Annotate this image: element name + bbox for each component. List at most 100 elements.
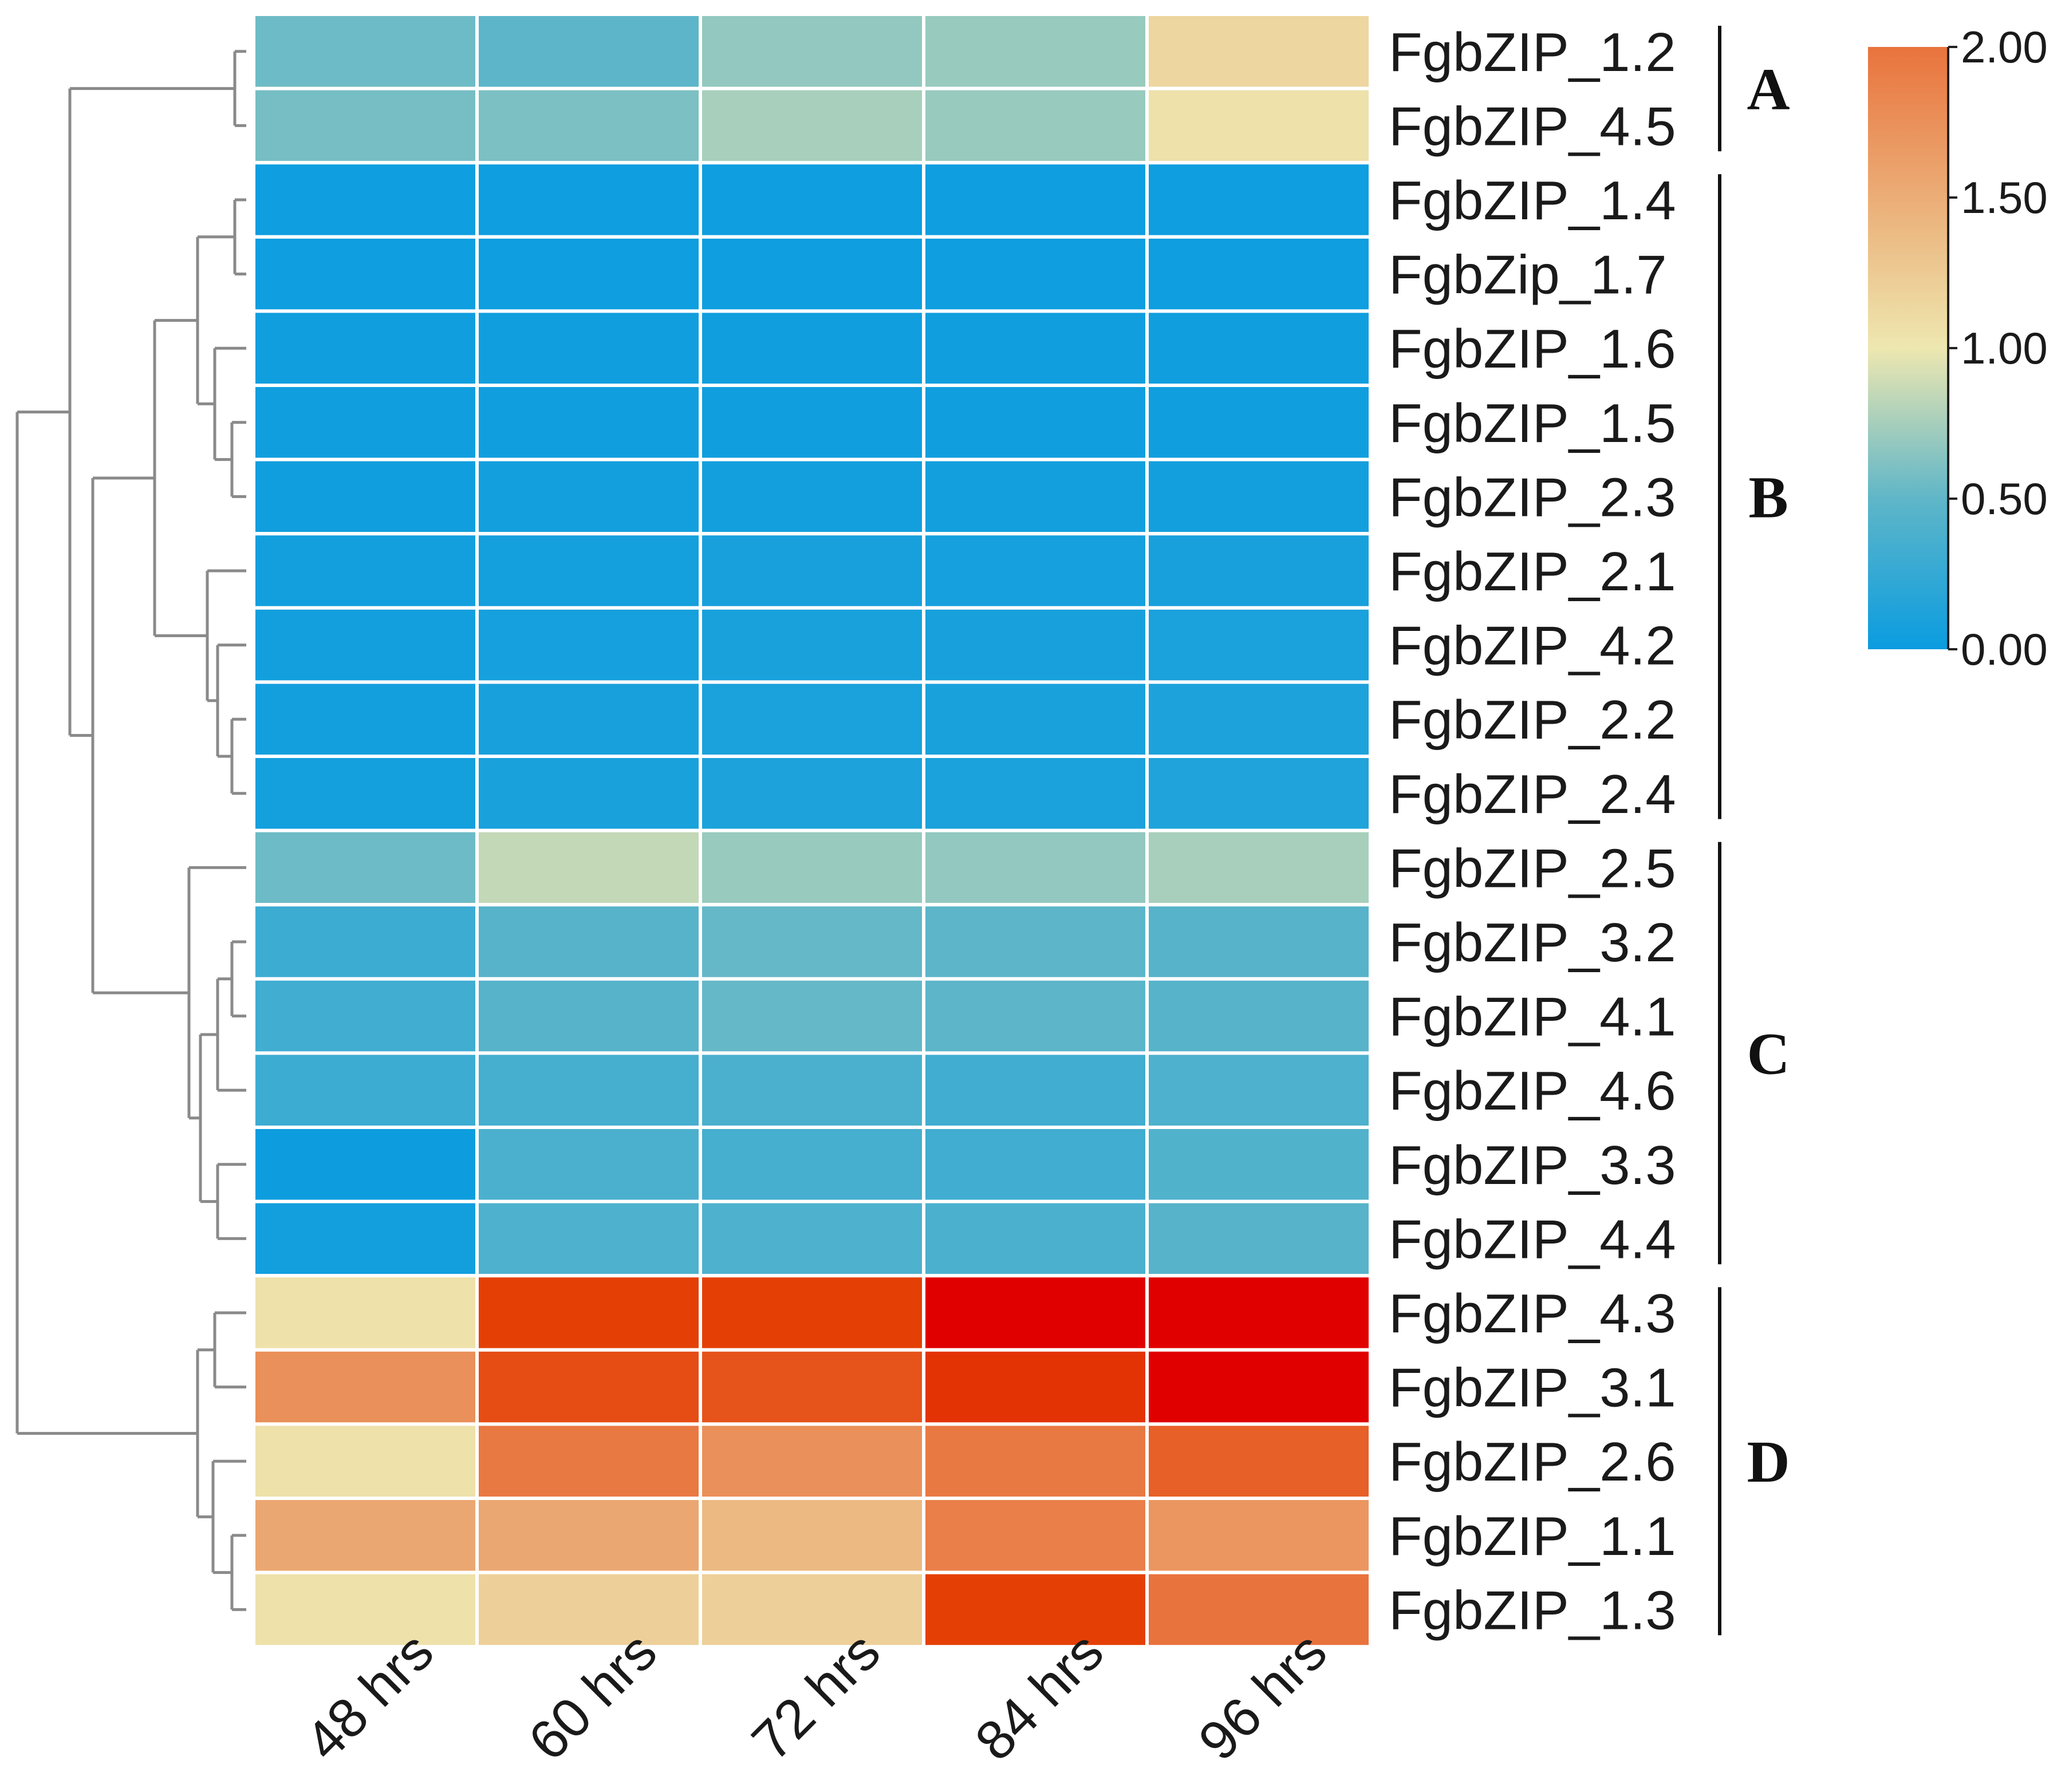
heatmap-cell-r20-c3: [922, 1497, 1149, 1574]
heatmap-cell-r8-c1: [475, 606, 702, 684]
heatmap-cell-r6-c3: [922, 457, 1149, 536]
heatmap-cell-r18-c0: [252, 1348, 479, 1426]
heatmap-cell-r15-c0: [252, 1126, 479, 1203]
heatmap-cell-r5-c0: [252, 384, 479, 461]
heatmap-cell-r14-c3: [922, 1051, 1149, 1130]
heatmap-cell-r1-c4: [1145, 86, 1372, 165]
heatmap-cell-r12-c0: [252, 903, 479, 981]
heatmap-cell-r21-c1: [475, 1570, 702, 1649]
row-label: FgbZip_1.7: [1389, 244, 1667, 306]
heatmap-cell-r10-c4: [1145, 755, 1372, 832]
row-label: FgbZIP_2.4: [1389, 764, 1676, 825]
heatmap-cell-r20-c0: [252, 1497, 479, 1574]
heatmap-cell-r17-c3: [922, 1274, 1149, 1352]
heatmap-cell-r2-c0: [252, 161, 479, 239]
heatmap-cell-r3-c0: [252, 235, 479, 313]
heatmap-cell-r3-c1: [475, 235, 702, 313]
heatmap-cell-r8-c2: [699, 606, 925, 684]
colorbar-tick-label: 1.50: [1961, 172, 2048, 223]
row-label: FgbZIP_4.5: [1389, 96, 1676, 157]
heatmap-cell-r5-c1: [475, 384, 702, 461]
colorbar-tick-label: 2.00: [1961, 22, 2048, 72]
heatmap-cell-r19-c1: [475, 1422, 702, 1500]
heatmap-cell-r19-c2: [699, 1422, 925, 1500]
row-label: FgbZIP_3.2: [1389, 912, 1676, 973]
heatmap-cell-r9-c2: [699, 680, 925, 759]
heatmap-cell-r21-c0: [252, 1570, 479, 1649]
heatmap-cell-r0-c1: [475, 13, 702, 90]
heatmap-cell-r3-c2: [699, 235, 925, 313]
heatmap-cell-r14-c1: [475, 1051, 702, 1130]
heatmap-cell-r18-c1: [475, 1348, 702, 1426]
heatmap-cell-r19-c4: [1145, 1422, 1372, 1500]
heatmap-cell-r12-c4: [1145, 903, 1372, 981]
heatmap-cell-r6-c0: [252, 457, 479, 536]
heatmap-cell-r19-c3: [922, 1422, 1149, 1500]
heatmap-cell-r16-c1: [475, 1199, 702, 1278]
row-label: FgbZIP_2.1: [1389, 541, 1676, 602]
row-labels: FgbZIP_1.2 FgbZIP_4.5 FgbZIP_1.4 FgbZip_1.7…: [1389, 22, 1676, 1641]
row-label: FgbZIP_2.2: [1389, 689, 1676, 751]
heatmap-cell-r1-c2: [699, 86, 925, 165]
heatmap-cell-r9-c3: [922, 680, 1149, 759]
row-label: FgbZIP_4.3: [1389, 1283, 1676, 1344]
row-label: FgbZIP_2.6: [1389, 1431, 1676, 1493]
heatmap-cell-r14-c4: [1145, 1051, 1372, 1130]
row-label: FgbZIP_2.5: [1389, 838, 1676, 899]
heatmap-cell-r3-c4: [1145, 235, 1372, 313]
heatmap-cell-r20-c1: [475, 1497, 702, 1574]
row-label: FgbZIP_1.3: [1389, 1580, 1676, 1641]
group-label: C: [1747, 1021, 1790, 1087]
heatmap-cell-r10-c1: [475, 755, 702, 832]
heatmap-cell-r1-c3: [922, 86, 1149, 165]
heatmap-cell-r1-c0: [252, 86, 479, 165]
heatmap-cell-r0-c0: [252, 13, 479, 90]
heatmap-cell-r13-c1: [475, 977, 702, 1055]
heatmap-cell-r16-c3: [922, 1199, 1149, 1278]
heatmap-cell-r21-c2: [699, 1570, 925, 1649]
heatmap-cell-r6-c4: [1145, 457, 1372, 536]
heatmap-cell-r17-c2: [699, 1274, 925, 1352]
group-brackets: A B C D: [1718, 26, 1790, 1636]
heatmap-cell-r21-c4: [1145, 1570, 1372, 1649]
heatmap-cell-r8-c4: [1145, 606, 1372, 684]
heatmap-cell-r4-c3: [922, 309, 1149, 388]
heatmap-cell-r6-c2: [699, 457, 925, 536]
heatmap-cell-r20-c2: [699, 1497, 925, 1574]
heatmap-cell-r7-c3: [922, 532, 1149, 610]
heatmap-cell-r7-c4: [1145, 532, 1372, 610]
heatmap-cell-r7-c1: [475, 532, 702, 610]
row-label: FgbZIP_1.2: [1389, 22, 1676, 83]
row-label: FgbZIP_3.1: [1389, 1357, 1676, 1419]
heatmap-cell-r16-c0: [252, 1199, 479, 1278]
heatmap-cell-r7-c2: [699, 532, 925, 610]
heatmap-grid: [252, 13, 1372, 1649]
heatmap-cell-r15-c2: [699, 1126, 925, 1203]
heatmap-cell-r18-c2: [699, 1348, 925, 1426]
row-label: FgbZIP_1.4: [1389, 170, 1676, 231]
heatmap-cell-r5-c3: [922, 384, 1149, 461]
heatmap-cell-r15-c3: [922, 1126, 1149, 1203]
row-label: FgbZIP_4.4: [1389, 1209, 1676, 1270]
heatmap-cell-r2-c1: [475, 161, 702, 239]
heatmap-cell-r10-c2: [699, 755, 925, 832]
heatmap-cell-r13-c0: [252, 977, 479, 1055]
heatmap-cell-r20-c4: [1145, 1497, 1372, 1574]
heatmap-cell-r21-c3: [922, 1570, 1149, 1649]
row-dendrogram: [15, 50, 246, 1611]
row-label: FgbZIP_1.5: [1389, 393, 1676, 454]
heatmap-cell-r18-c3: [922, 1348, 1149, 1426]
row-label: FgbZIP_4.6: [1389, 1060, 1676, 1122]
heatmap-cell-r2-c3: [922, 161, 1149, 239]
heatmap-cell-r19-c0: [252, 1422, 479, 1500]
heatmap-cell-r4-c2: [699, 309, 925, 388]
heatmap-cell-r4-c0: [252, 309, 479, 388]
heatmap-cell-r13-c3: [922, 977, 1149, 1055]
heatmap-cell-r1-c1: [475, 86, 702, 165]
heatmap-cell-r15-c4: [1145, 1126, 1372, 1203]
heatmap-cell-r11-c4: [1145, 828, 1372, 907]
heatmap-cell-r0-c3: [922, 13, 1149, 90]
group-label: B: [1748, 464, 1788, 530]
row-label: FgbZIP_4.2: [1389, 615, 1676, 677]
